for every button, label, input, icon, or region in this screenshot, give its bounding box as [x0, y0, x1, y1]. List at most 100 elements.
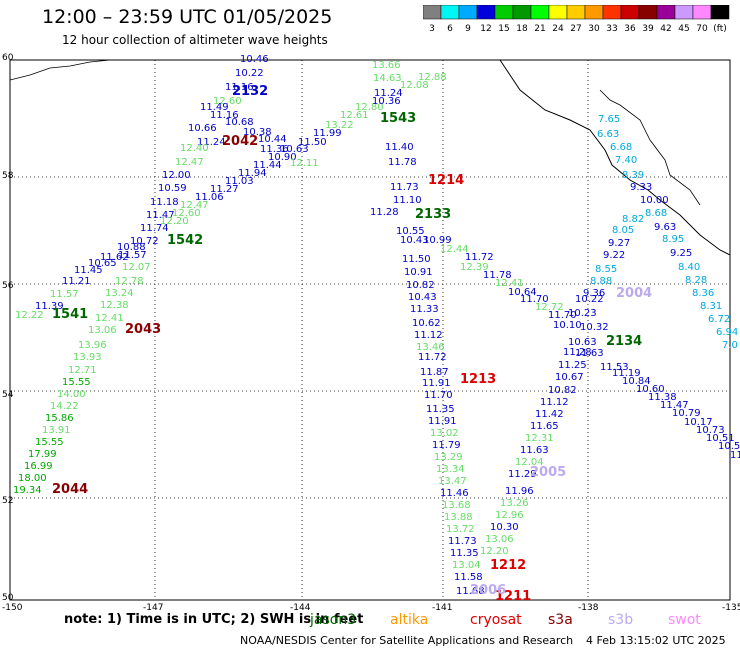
wave-height-value: 11.47 [146, 210, 175, 221]
wave-height-value: 11.72 [418, 352, 447, 363]
lon-label: -147 [143, 603, 163, 613]
wave-height-value: 8.82 [622, 214, 644, 225]
wave-height-value: 11.50 [402, 254, 431, 265]
wave-height-value: 19.34 [13, 485, 42, 496]
pass-time-label: 2004 [616, 286, 652, 301]
wave-height-value: 12.96 [495, 510, 524, 521]
colorbar-label: 70 [696, 24, 708, 34]
lon-label: -144 [290, 603, 311, 613]
wave-height-value: 6.68 [610, 142, 632, 153]
colorbar-swatch [423, 5, 442, 20]
wave-height-value: 11.42 [535, 409, 564, 420]
wave-height-value: 8.05 [612, 225, 634, 236]
wave-height-value: 16.99 [24, 461, 53, 472]
wave-height-value: 10.51 [706, 433, 735, 444]
pass-time-label: 1212 [490, 558, 526, 573]
wave-height-value: 10.10 [553, 320, 582, 331]
wave-height-value: 11.24 [374, 88, 403, 99]
lat-label: 58 [2, 171, 14, 181]
wave-height-value: 11.99 [313, 128, 342, 139]
pass-time-label: 1211 [495, 589, 531, 604]
colorbar-swatch [548, 5, 568, 20]
colorbar-label: 30 [588, 24, 600, 34]
wave-height-value: 10.68 [225, 117, 254, 128]
wave-height-value: 11.17 [730, 450, 740, 461]
wave-height-value: 11.53 [600, 362, 629, 373]
wave-height-value: 11.36 [260, 144, 289, 155]
wave-height-value: 13.93 [73, 352, 102, 363]
wave-height-value: 12.38 [100, 300, 129, 311]
page-subtitle: 12 hour collection of altimeter wave hei… [62, 33, 328, 47]
wave-height-value: 11.16 [210, 110, 239, 121]
wave-height-value: 7.65 [598, 114, 620, 125]
colorbar-swatch [638, 5, 658, 20]
wave-height-value: 6.63 [597, 129, 619, 140]
wave-height-value: 11.87 [420, 367, 449, 378]
wave-height-value: 13.02 [430, 428, 459, 439]
wave-height-value: 12.41 [495, 278, 524, 289]
wave-height-value: 10.00 [640, 195, 669, 206]
page-title: 12:00 – 23:59 UTC 01/05/2025 [42, 6, 333, 28]
wave-height-value: 11.73 [448, 536, 477, 547]
wave-height-value: 12.80 [355, 102, 384, 113]
wave-height-value: 10.59 [158, 183, 187, 194]
wave-height-value: 11.49 [200, 102, 229, 113]
wave-height-value: 13.29 [434, 452, 463, 463]
wave-height-value: 13.04 [452, 560, 481, 571]
wave-height-value: 13.46 [416, 342, 445, 353]
colorbar-label: 15 [498, 24, 509, 34]
wave-height-value: 11.12 [540, 397, 569, 408]
wave-height-value: 11.91 [422, 378, 451, 389]
wave-height-value: 13.88 [444, 512, 473, 523]
colorbar-label: 27 [570, 24, 581, 34]
wave-height-value: 11.28 [370, 207, 399, 218]
wave-height-value: 12.61 [340, 110, 369, 121]
wave-height-value: 13.66 [372, 60, 401, 71]
wave-height-value: 11.74 [140, 223, 169, 234]
generation-timestamp: 4 Feb 13:15:02 UTC 2025 [586, 634, 726, 647]
wave-height-value: 12.41 [95, 313, 124, 324]
wave-height-value: 11.03 [225, 176, 254, 187]
wave-height-value: 14.22 [50, 401, 79, 412]
wave-height-value: 11.91 [428, 416, 457, 427]
wave-height-value: 11.62 [100, 252, 129, 263]
wave-height-value: 11.45 [74, 265, 103, 276]
lon-label: -150 [2, 603, 23, 613]
wave-height-value: 10.79 [672, 408, 701, 419]
wave-height-value: 6.94 [716, 327, 738, 338]
wave-height-value: 11.40 [385, 142, 414, 153]
wave-height-value: 10.90 [268, 152, 297, 163]
wave-height-value: 10.62 [412, 318, 441, 329]
colorbar-swatch [494, 5, 514, 20]
wave-height-value: 7.40 [615, 155, 637, 166]
wave-height-value: 12.88 [418, 72, 447, 83]
colorbar-label: 12 [480, 24, 491, 34]
wave-height-value: 8.39 [622, 170, 644, 181]
wave-height-value: 7.0 [722, 340, 738, 351]
wave-height-value: 10.43 [408, 292, 437, 303]
wave-height-value: 13.22 [325, 120, 354, 131]
colorbar-swatch [692, 5, 712, 20]
pass-time-label: 2043 [125, 322, 161, 337]
wave-height-value: 12.07 [122, 262, 151, 273]
wave-height-value: 12.47 [175, 157, 204, 168]
wave-height-value: 10.56 [718, 441, 740, 452]
graticule [10, 60, 730, 600]
wave-height-value: 10.36 [372, 96, 401, 107]
wave-height-value: 11.94 [238, 168, 267, 179]
wave-height-value: 9.27 [608, 238, 630, 249]
wave-height-value: 8.68 [645, 208, 667, 219]
wave-height-value: 8.55 [595, 264, 617, 275]
wave-height-value: 12.60 [172, 208, 201, 219]
wave-height-value: 9.22 [603, 250, 625, 261]
colorbar-label: 36 [624, 24, 636, 34]
wave-height-value: 13.34 [436, 464, 465, 475]
color-scale-legend: 3 6 9 12 15 18 21 24 27 30 33 36 39 42 45 70 (ft) [423, 5, 730, 34]
colorbar-label: 9 [465, 24, 471, 34]
wave-height-value: 10.88 [117, 242, 146, 253]
wave-height-value: 18.00 [18, 473, 47, 484]
wave-height-value: 12.72 [535, 302, 564, 313]
lon-label: -138 [578, 603, 599, 613]
wave-height-value: 10.82 [406, 280, 435, 291]
